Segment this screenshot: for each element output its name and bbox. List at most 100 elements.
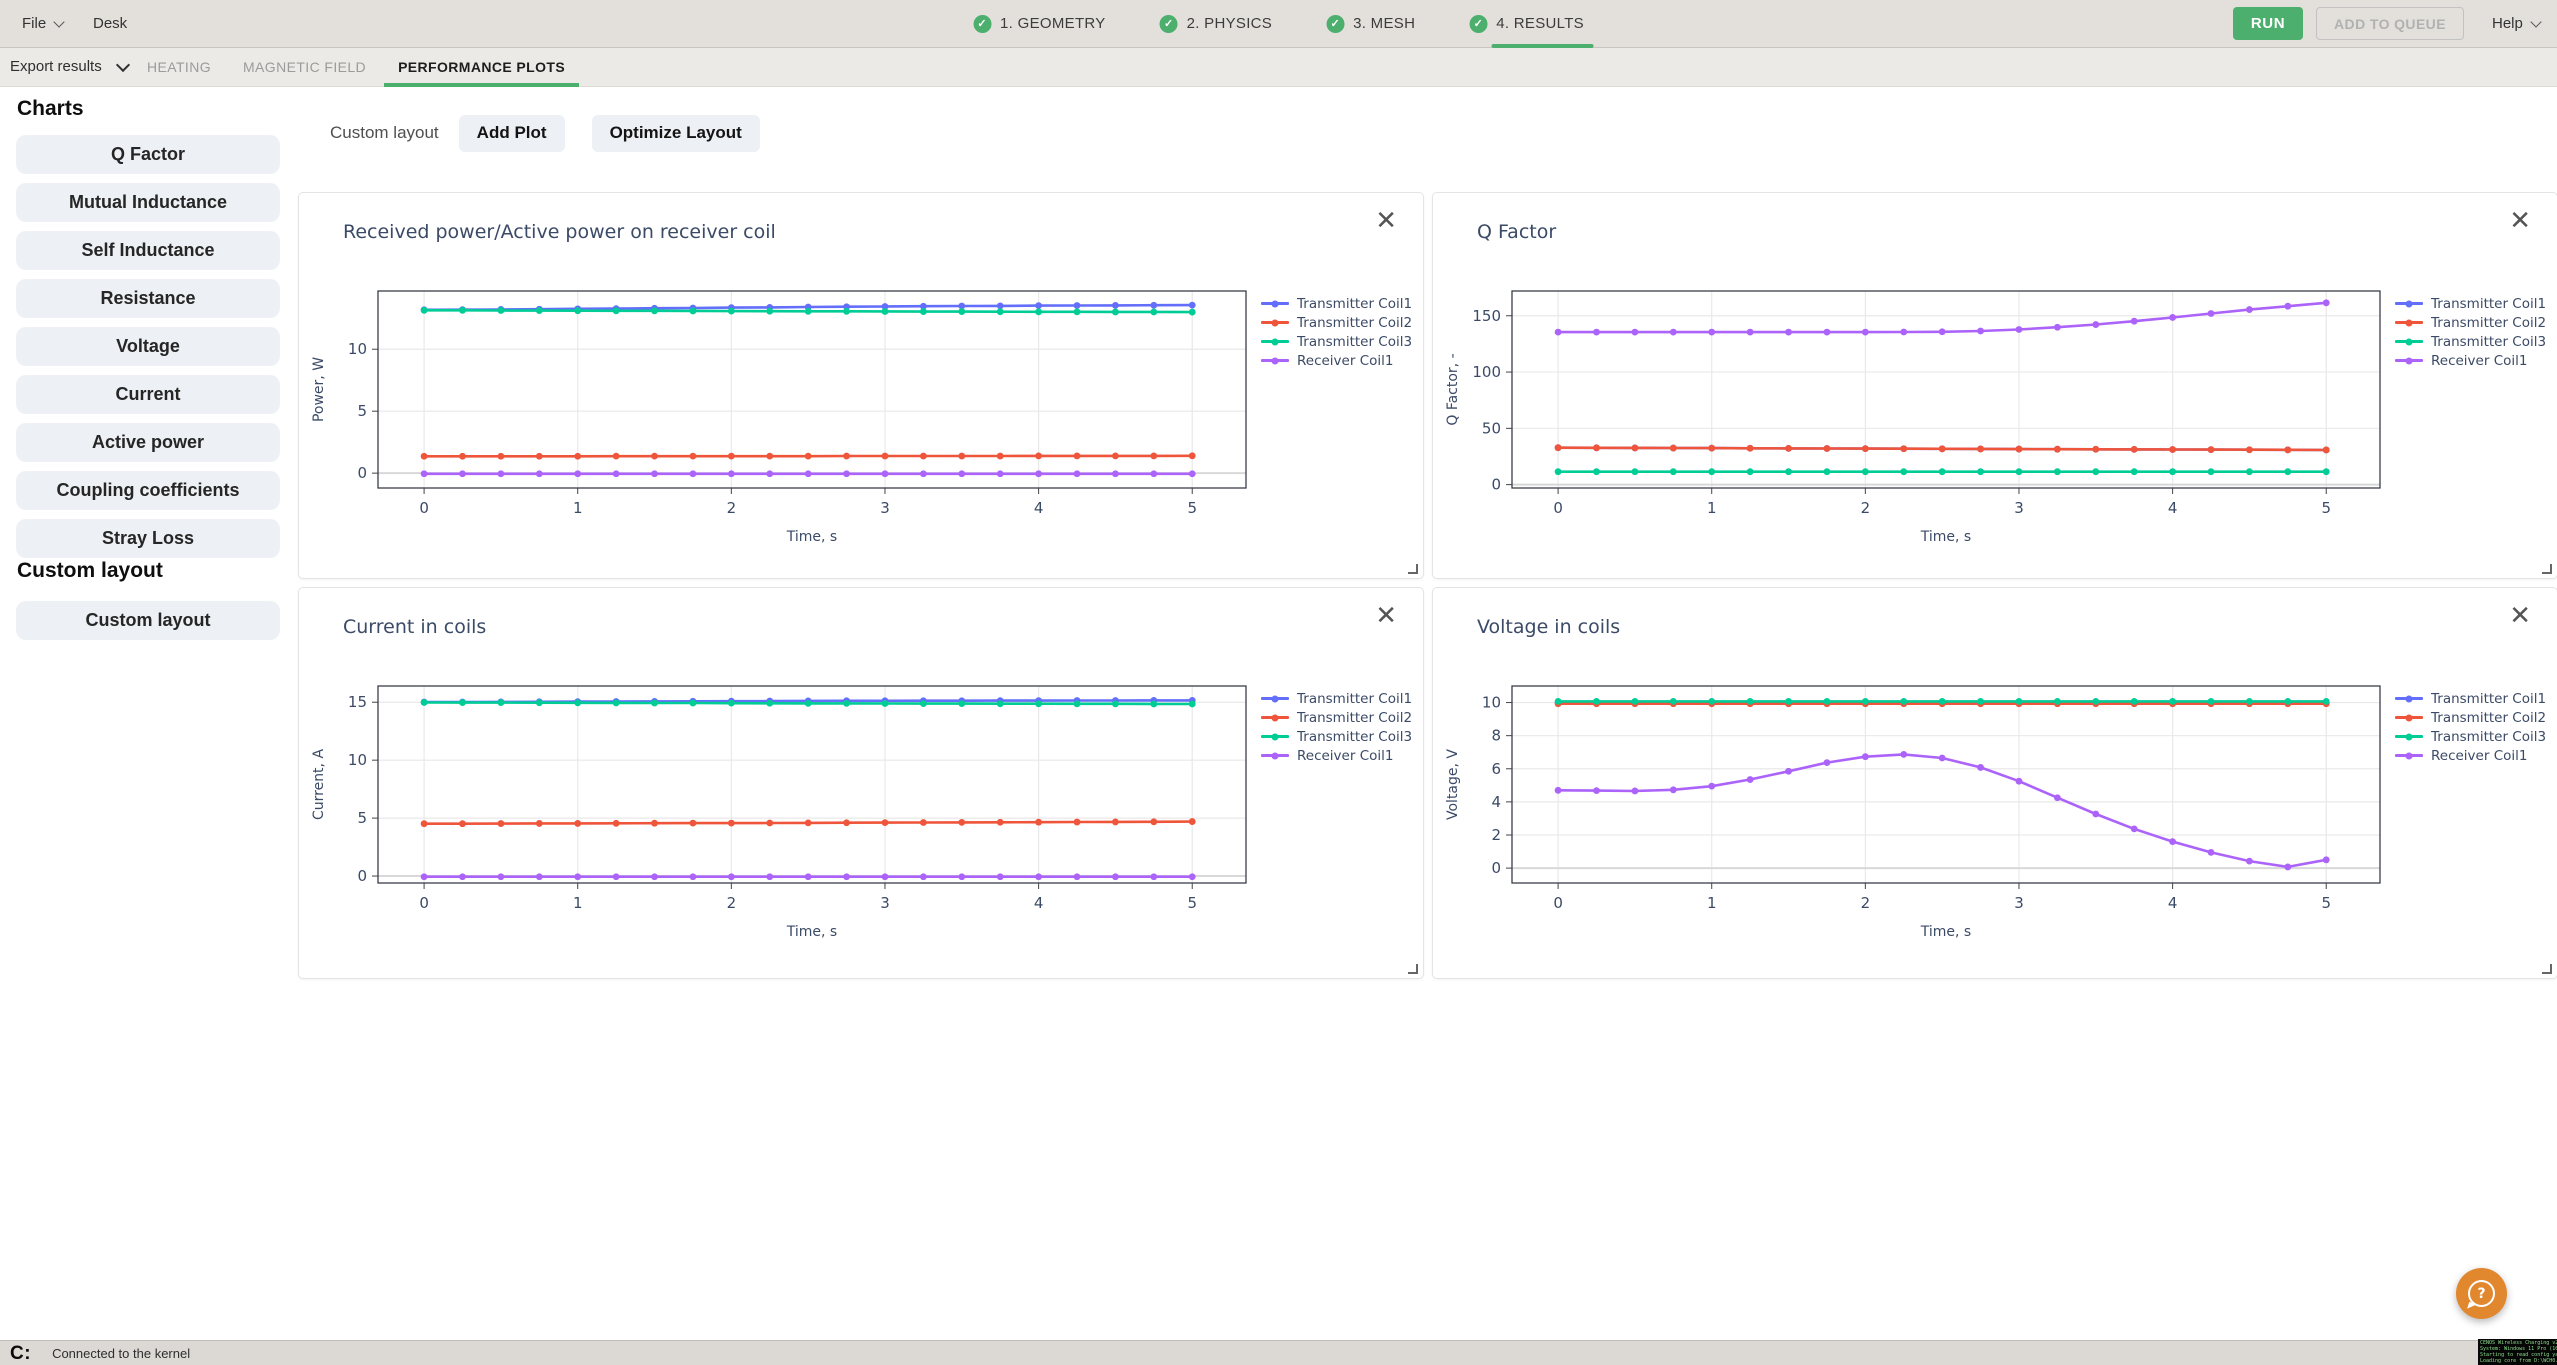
- sidebar-item-mutual-inductance[interactable]: Mutual Inductance: [16, 183, 280, 222]
- step-3-mesh[interactable]: ✓3. MESH: [1326, 0, 1415, 47]
- result-tabs: HEATINGMAGNETIC FIELDPERFORMANCE PLOTS: [133, 47, 579, 86]
- plot-title: Received power/Active power on receiver …: [343, 221, 776, 243]
- close-icon[interactable]: ✕: [1369, 207, 1403, 235]
- workflow-steps: ✓ 1. GEOMETRY ✓2. PHYSICS ✓3. MESH ✓4. RESUL…: [973, 0, 1584, 47]
- chart-canvas: 012345051015Time, sCurrent, A: [299, 660, 1423, 950]
- step-2-physics[interactable]: ✓2. PHYSICS: [1160, 0, 1273, 47]
- resize-handle[interactable]: [2542, 564, 2552, 574]
- svg-text:2: 2: [727, 499, 737, 517]
- bubble-tail: [2467, 1302, 2477, 1311]
- sidebar-item-q-factor[interactable]: Q Factor: [16, 135, 280, 174]
- legend-item-receiver-coil1[interactable]: Receiver Coil1: [1261, 749, 1412, 762]
- sidebar-item-self-inductance[interactable]: Self Inductance: [16, 231, 280, 270]
- export-results-dropdown[interactable]: Export results: [10, 47, 128, 86]
- resize-handle[interactable]: [2542, 964, 2552, 974]
- step-label: 1. GEOMETRY: [1000, 15, 1106, 32]
- sidebar-item-current[interactable]: Current: [16, 375, 280, 414]
- tab-magnetic-field[interactable]: MAGNETIC FIELD: [229, 47, 380, 86]
- close-icon[interactable]: ✕: [2503, 207, 2537, 235]
- console-overlay: CENOS Wireless Charging v2.6.System: Win…: [2478, 1339, 2557, 1365]
- custom-layout-buttons-list: Custom layout: [16, 601, 280, 640]
- sidebar-item-coupling-coefficients[interactable]: Coupling coefficients: [16, 471, 280, 510]
- svg-text:3: 3: [880, 499, 890, 517]
- chart-canvas: 012345050100150Time, sQ Factor, -: [1433, 265, 2557, 555]
- legend-item-transmitter-coil3[interactable]: Transmitter Coil3: [1261, 730, 1412, 743]
- add-to-queue-button[interactable]: ADD TO QUEUE: [2316, 7, 2464, 40]
- svg-text:5: 5: [1187, 894, 1197, 912]
- legend-item-transmitter-coil2[interactable]: Transmitter Coil2: [2395, 711, 2546, 724]
- svg-text:8: 8: [1491, 727, 1501, 745]
- charts-heading: Charts: [17, 97, 84, 121]
- svg-text:2: 2: [1491, 826, 1501, 844]
- legend-item-transmitter-coil1[interactable]: Transmitter Coil1: [1261, 692, 1412, 705]
- legend-label: Receiver Coil1: [2431, 748, 2527, 764]
- svg-text:150: 150: [1472, 307, 1501, 325]
- help-menu-label: Help: [2492, 15, 2523, 32]
- kernel-status-text: Connected to the kernel: [52, 1346, 190, 1361]
- svg-text:0: 0: [1553, 894, 1563, 912]
- legend-swatch: [1261, 340, 1289, 343]
- close-icon[interactable]: ✕: [2503, 602, 2537, 630]
- svg-text:4: 4: [2168, 894, 2178, 912]
- tab-heating[interactable]: HEATING: [133, 47, 225, 86]
- legend-swatch: [2395, 340, 2423, 343]
- chart-area: 012345051015Time, sCurrent, A: [299, 660, 1423, 950]
- resize-handle[interactable]: [1408, 564, 1418, 574]
- help-fab-button[interactable]: ?: [2456, 1268, 2507, 1319]
- sidebar-item-stray-loss[interactable]: Stray Loss: [16, 519, 280, 558]
- legend-item-transmitter-coil2[interactable]: Transmitter Coil2: [2395, 316, 2546, 329]
- legend-marker-dot: [1272, 695, 1279, 702]
- svg-text:Voltage, V: Voltage, V: [1445, 749, 1461, 820]
- svg-text:4: 4: [1034, 499, 1044, 517]
- legend-swatch: [1261, 735, 1289, 738]
- resize-handle[interactable]: [1408, 964, 1418, 974]
- sidebar-item-custom-layout[interactable]: Custom layout: [16, 601, 280, 640]
- chart-area: 012345050100150Time, sQ Factor, -: [1433, 265, 2557, 555]
- legend-label: Transmitter Coil2: [1297, 315, 1412, 331]
- step-4-results[interactable]: ✓4. RESULTS: [1469, 0, 1584, 47]
- legend-marker-dot: [2406, 714, 2413, 721]
- legend-swatch: [1261, 754, 1289, 757]
- chart-area: 0123450246810Time, sVoltage, V: [1433, 660, 2557, 950]
- sidebar-item-resistance[interactable]: Resistance: [16, 279, 280, 318]
- sidebar-item-voltage[interactable]: Voltage: [16, 327, 280, 366]
- chart-buttons-list: Q Factor Mutual Inductance Self Inductance…: [16, 135, 280, 558]
- legend-item-transmitter-coil2[interactable]: Transmitter Coil2: [1261, 711, 1412, 724]
- plot-title: Q Factor: [1477, 221, 1556, 243]
- tab-performance-plots[interactable]: PERFORMANCE PLOTS: [384, 47, 579, 86]
- legend-item-transmitter-coil3[interactable]: Transmitter Coil3: [1261, 335, 1412, 348]
- legend-item-transmitter-coil1[interactable]: Transmitter Coil1: [2395, 297, 2546, 310]
- legend-item-transmitter-coil3[interactable]: Transmitter Coil3: [2395, 730, 2546, 743]
- desk-menu[interactable]: Desk: [93, 0, 127, 47]
- optimize-layout-button[interactable]: Optimize Layout: [592, 115, 760, 152]
- file-menu[interactable]: File: [22, 0, 63, 47]
- legend-item-receiver-coil1[interactable]: Receiver Coil1: [2395, 354, 2546, 367]
- help-menu[interactable]: Help: [2492, 0, 2540, 47]
- svg-text:2: 2: [1861, 499, 1871, 517]
- legend-item-transmitter-coil1[interactable]: Transmitter Coil1: [1261, 297, 1412, 310]
- layout-toolbar: Custom layout Add Plot Optimize Layout: [330, 113, 787, 153]
- plot-card-received-power: Received power/Active power on receiver …: [298, 192, 1424, 579]
- legend-item-transmitter-coil1[interactable]: Transmitter Coil1: [2395, 692, 2546, 705]
- svg-text:2: 2: [1861, 894, 1871, 912]
- svg-text:Time, s: Time, s: [786, 924, 837, 940]
- legend-item-receiver-coil1[interactable]: Receiver Coil1: [2395, 749, 2546, 762]
- legend-item-transmitter-coil2[interactable]: Transmitter Coil2: [1261, 316, 1412, 329]
- run-button[interactable]: RUN: [2233, 7, 2303, 40]
- legend-marker-dot: [1272, 357, 1279, 364]
- legend-item-transmitter-coil3[interactable]: Transmitter Coil3: [2395, 335, 2546, 348]
- check-icon: ✓: [973, 15, 991, 33]
- legend-item-receiver-coil1[interactable]: Receiver Coil1: [1261, 354, 1412, 367]
- close-icon[interactable]: ✕: [1369, 602, 1403, 630]
- step-label: 2. PHYSICS: [1187, 15, 1273, 32]
- chevron-down-icon: [2530, 16, 2541, 27]
- step-1-geometry[interactable]: ✓ 1. GEOMETRY: [973, 0, 1106, 47]
- current-layout-label: Custom layout: [330, 123, 439, 143]
- top-menubar: File Desk ✓ 1. GEOMETRY ✓2. PHYSICS ✓3. MES…: [0, 0, 2557, 48]
- legend-label: Transmitter Coil1: [2431, 296, 2546, 312]
- sidebar-item-active-power[interactable]: Active power: [16, 423, 280, 462]
- desk-menu-label: Desk: [93, 15, 127, 32]
- file-menu-label: File: [22, 15, 46, 32]
- add-plot-button[interactable]: Add Plot: [459, 115, 565, 152]
- svg-text:3: 3: [2014, 499, 2024, 517]
